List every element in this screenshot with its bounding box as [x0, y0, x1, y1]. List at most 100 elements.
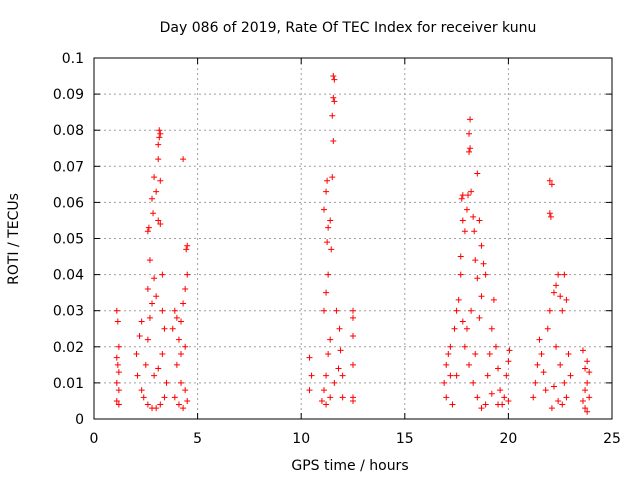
data-point	[534, 361, 541, 368]
data-point	[155, 156, 162, 163]
data-point	[144, 401, 151, 408]
data-point	[171, 307, 178, 314]
data-point	[471, 228, 478, 235]
data-point	[171, 394, 178, 401]
data-point	[180, 405, 187, 412]
data-point	[146, 257, 153, 264]
y-tick-label: 0.02	[53, 340, 84, 356]
data-point	[350, 361, 356, 368]
y-axis-ticks: 0 0.01 0.02 0.03 0.04 0.05 0.06 0.07 0.08 0.09 0.1	[53, 51, 612, 428]
data-point	[183, 246, 190, 253]
data-point	[449, 401, 456, 408]
data-point	[463, 325, 470, 332]
data-point	[149, 195, 156, 202]
data-point	[561, 271, 568, 278]
data-point	[169, 325, 176, 332]
x-tick-label: 20	[499, 431, 517, 447]
data-point	[579, 397, 586, 404]
data-point	[586, 369, 593, 376]
data-point	[328, 246, 335, 253]
data-point	[324, 239, 331, 246]
data-point	[133, 351, 140, 358]
data-point	[145, 224, 152, 231]
data-point	[472, 351, 479, 358]
data-point	[115, 401, 122, 408]
data-point	[563, 394, 570, 401]
data-point	[308, 372, 315, 379]
data-point	[542, 387, 549, 394]
data-point	[182, 387, 189, 394]
data-point	[320, 206, 327, 213]
data-point	[501, 394, 508, 401]
data-point	[546, 177, 553, 184]
data-point	[557, 293, 564, 300]
data-point	[115, 387, 122, 394]
data-point	[470, 213, 477, 220]
data-point	[584, 379, 591, 386]
data-point	[451, 325, 458, 332]
data-point	[114, 318, 121, 325]
data-point	[455, 296, 462, 303]
data-point	[453, 307, 460, 314]
data-point	[474, 275, 481, 282]
data-point	[505, 358, 512, 365]
data-point	[114, 361, 121, 368]
data-point	[567, 372, 574, 379]
data-point	[459, 192, 466, 199]
data-point	[144, 336, 151, 343]
data-point	[180, 300, 187, 307]
data-point	[461, 228, 468, 235]
data-point	[468, 188, 475, 195]
data-point	[495, 365, 502, 372]
data-point	[323, 188, 330, 195]
y-tick-label: 0.01	[53, 376, 84, 392]
data-point	[327, 394, 334, 401]
data-point	[138, 318, 145, 325]
data-point	[325, 224, 332, 231]
data-point	[153, 405, 160, 412]
data-point	[476, 314, 483, 321]
data-point	[548, 405, 555, 412]
data-point	[331, 76, 338, 83]
data-point	[484, 372, 491, 379]
data-point	[327, 336, 334, 343]
data-point	[161, 394, 168, 401]
data-point	[329, 112, 336, 119]
data-point	[582, 387, 589, 394]
data-point	[458, 195, 465, 202]
data-point	[476, 217, 483, 224]
x-axis-ticks: 0 5 10 15 20 25	[90, 58, 621, 447]
data-point	[320, 387, 327, 394]
data-point	[459, 318, 466, 325]
data-point	[138, 387, 145, 394]
data-point	[318, 397, 325, 404]
data-point	[306, 387, 313, 394]
data-point	[327, 217, 334, 224]
data-point	[339, 372, 346, 379]
data-point	[178, 351, 185, 358]
data-point	[482, 271, 489, 278]
data-point	[472, 257, 479, 264]
x-tick-label: 15	[396, 431, 414, 447]
data-point	[329, 174, 336, 181]
data-point	[547, 213, 554, 220]
data-point	[586, 394, 593, 401]
data-point	[157, 130, 164, 137]
data-point	[156, 127, 163, 134]
data-point	[546, 307, 553, 314]
data-point	[335, 365, 342, 372]
y-tick-label: 0	[75, 412, 84, 428]
y-tick-label: 0.08	[53, 123, 84, 139]
y-tick-label: 0.03	[53, 304, 84, 320]
data-point	[536, 336, 543, 343]
data-point	[155, 217, 162, 224]
data-point	[490, 296, 497, 303]
data-point	[323, 289, 330, 296]
data-point	[466, 361, 473, 368]
data-point	[474, 170, 481, 177]
data-point	[144, 228, 151, 235]
data-point	[113, 379, 120, 386]
data-point	[159, 351, 166, 358]
data-point	[480, 260, 487, 267]
data-point	[159, 271, 166, 278]
